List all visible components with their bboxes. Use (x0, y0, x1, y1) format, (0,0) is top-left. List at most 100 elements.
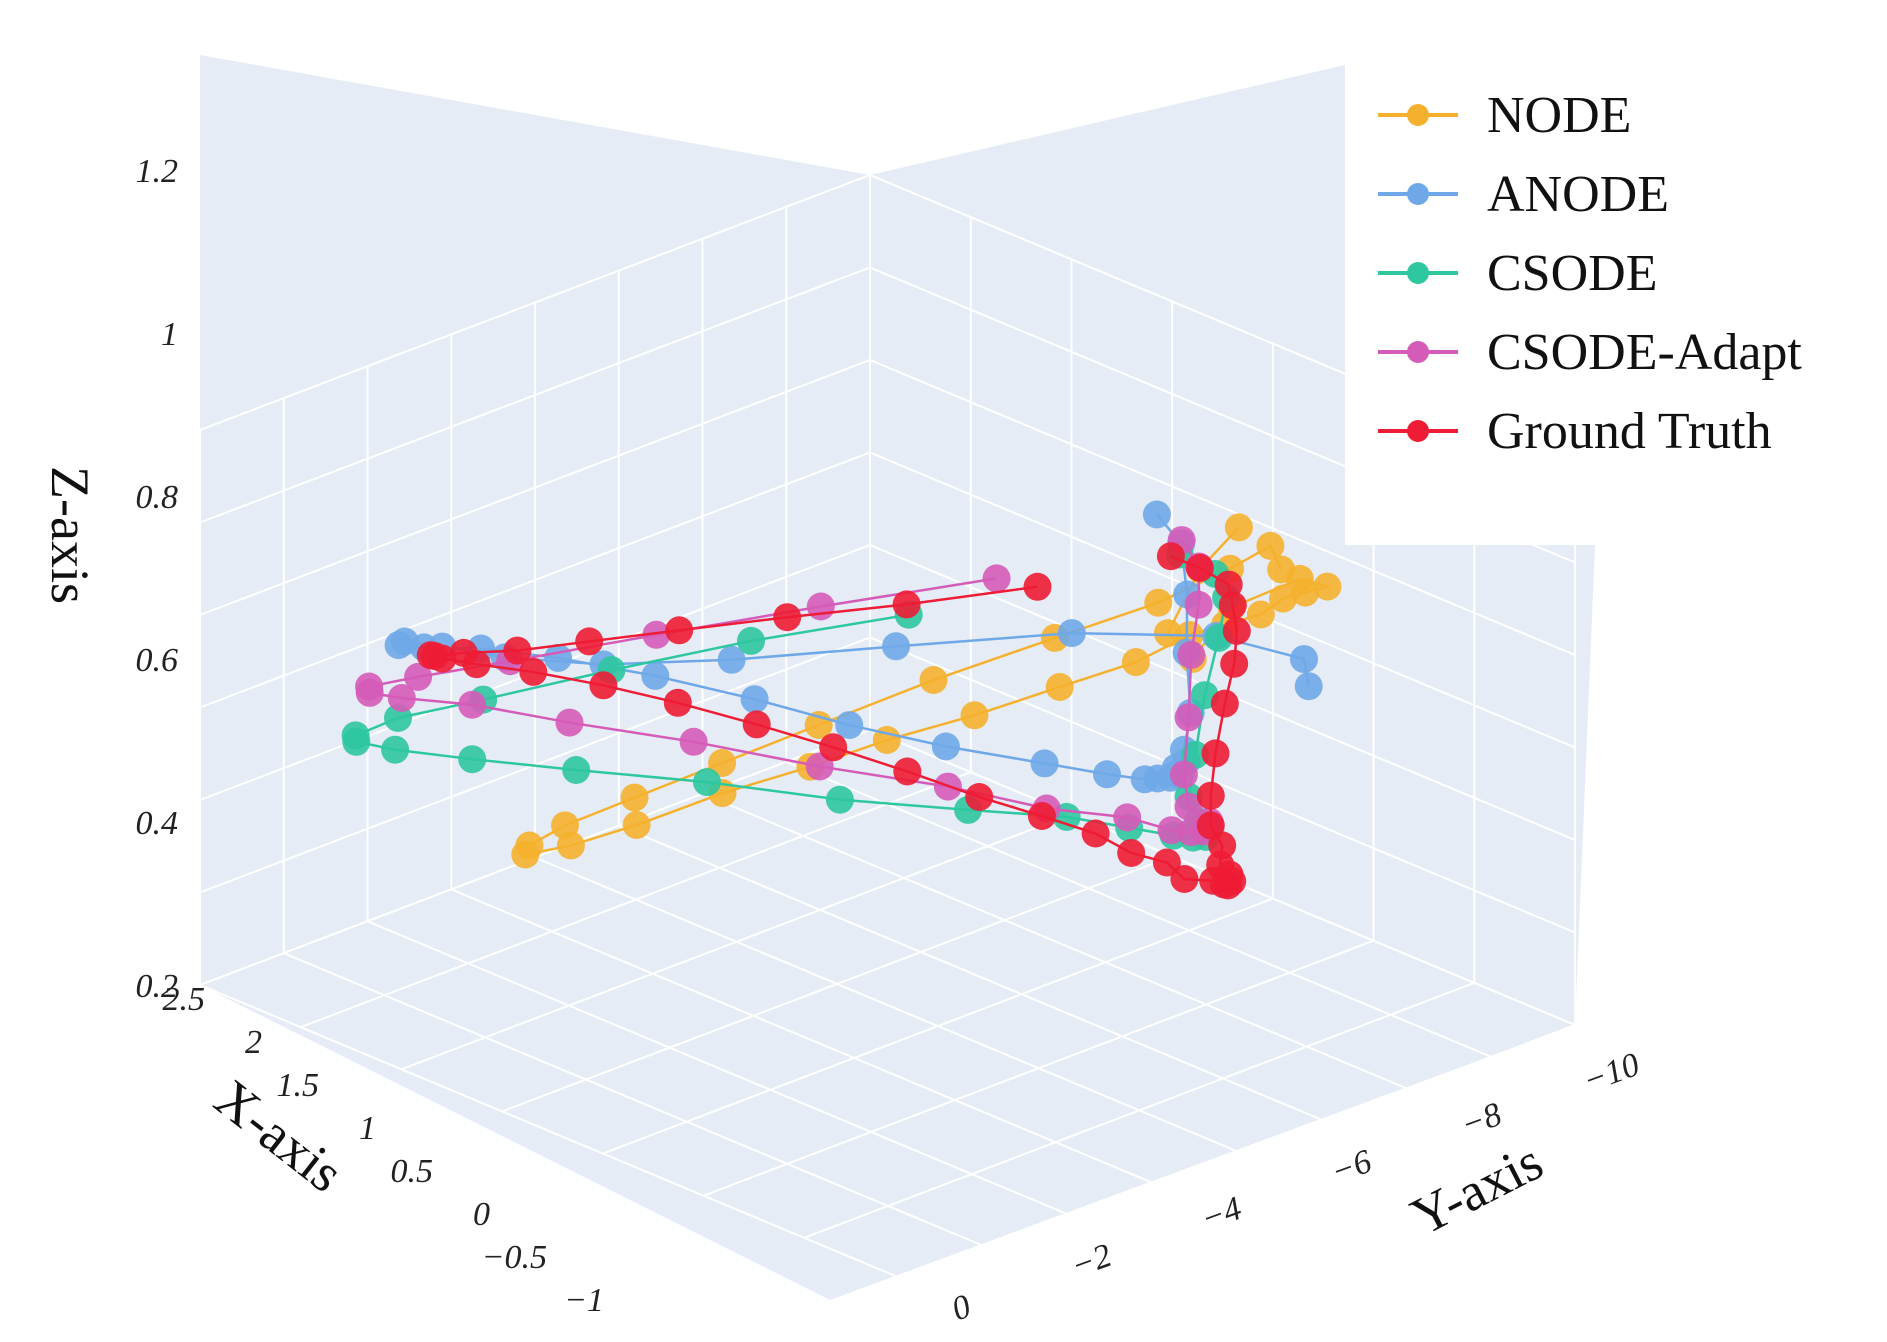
data-point (1174, 703, 1203, 732)
y-tick-label: 0 (947, 1288, 976, 1329)
data-point (1199, 866, 1228, 895)
data-point (717, 645, 746, 674)
y-tick-label: −6 (1326, 1143, 1376, 1191)
data-point (1170, 865, 1199, 893)
legend-marker (1407, 262, 1429, 284)
series-ground-truth (416, 542, 1251, 900)
grid-line-y-floor (602, 897, 1274, 1155)
data-point (1291, 578, 1320, 607)
data-point (1093, 760, 1121, 789)
grid-line-x-floor (367, 920, 1073, 1218)
data-point (387, 684, 416, 712)
data-point (1153, 619, 1182, 648)
grid-line-y-floor (401, 813, 1072, 1071)
data-point (882, 632, 910, 661)
x-tick-label: 2.5 (163, 981, 206, 1018)
x-tick-label: 1.5 (277, 1067, 320, 1104)
data-point (1121, 648, 1150, 677)
data-point (960, 701, 989, 730)
data-point (1290, 645, 1318, 674)
data-point (1222, 617, 1251, 645)
grid-line-x-floor (618, 824, 1325, 1122)
series-layer (341, 500, 1342, 900)
legend-marker (1407, 183, 1429, 205)
data-point (1169, 760, 1198, 789)
data-point (693, 768, 721, 797)
grid-line-y-floor (703, 939, 1374, 1197)
data-point (1081, 819, 1110, 848)
data-point (679, 727, 708, 756)
data-point (589, 671, 618, 700)
x-tick-label: 0 (473, 1196, 490, 1233)
data-point (1256, 531, 1285, 560)
z-tick-label: 0.8 (136, 479, 179, 516)
data-point (1027, 802, 1056, 830)
data-point (1030, 749, 1059, 778)
back-wall-yz (870, 65, 1595, 1025)
data-point (1201, 739, 1230, 768)
data-point (620, 783, 649, 812)
grid-line-y-floor (904, 1024, 1576, 1281)
data-point (420, 642, 449, 671)
legend-label: NODE (1487, 87, 1631, 144)
data-point (1313, 572, 1342, 601)
grid-line-x-floor (199, 984, 906, 1281)
data-point (458, 745, 487, 774)
grid-line-y-floor (803, 981, 1475, 1239)
data-point (931, 732, 960, 761)
data-point (740, 685, 769, 714)
data-point (737, 626, 765, 655)
data-point (355, 672, 384, 701)
grid-line-y-floor (501, 855, 1173, 1113)
legend-marker (1407, 104, 1429, 126)
data-point (515, 831, 544, 860)
data-point (1045, 673, 1074, 701)
data-point (1157, 816, 1186, 845)
data-point (1267, 555, 1296, 584)
grid-line-x-floor (702, 792, 1408, 1090)
data-point (1210, 689, 1239, 718)
z-tick-label: 0.2 (136, 968, 179, 1005)
data-point (551, 811, 579, 840)
data-point (503, 636, 532, 665)
legend-label: CSODE (1487, 245, 1657, 302)
data-point (341, 721, 370, 750)
data-point (1177, 640, 1206, 669)
data-point (1184, 590, 1213, 619)
data-point (665, 616, 694, 645)
x-tick-label: 0.5 (391, 1153, 434, 1190)
y-axis-title: Y-axis (1402, 1131, 1552, 1247)
data-point (544, 643, 573, 672)
data-point (1023, 572, 1052, 601)
legend-label: ANODE (1487, 166, 1669, 223)
y-tick-label: −10 (1578, 1046, 1644, 1100)
data-point (555, 708, 584, 737)
data-point (1185, 553, 1214, 582)
data-point (1218, 591, 1247, 620)
legend-item: NODE (1378, 87, 1631, 144)
grid-line-y-floor (300, 771, 972, 1029)
data-point (381, 735, 410, 764)
legend-item: Ground Truth (1378, 403, 1772, 460)
data-point (562, 756, 591, 784)
x-tick-label: −1 (564, 1282, 604, 1319)
data-point (519, 657, 548, 686)
data-point (1113, 803, 1142, 832)
z-tick-label: 1 (161, 316, 178, 353)
data-point (458, 690, 487, 719)
data-point (893, 757, 922, 786)
grid-line-x-floor (785, 760, 1492, 1058)
grid (199, 173, 1576, 1281)
z-tick-label: 1.2 (136, 153, 179, 190)
z-axis-title: Z-axis (40, 466, 100, 604)
data-point (825, 785, 854, 814)
data-point (642, 620, 671, 649)
x-tick-label: −0.5 (482, 1239, 547, 1276)
data-point (1196, 781, 1225, 810)
data-point (390, 627, 419, 656)
data-point (742, 710, 771, 739)
data-point (892, 590, 921, 619)
legend-item: CSODE-Adapt (1378, 324, 1802, 381)
data-point (708, 749, 737, 777)
